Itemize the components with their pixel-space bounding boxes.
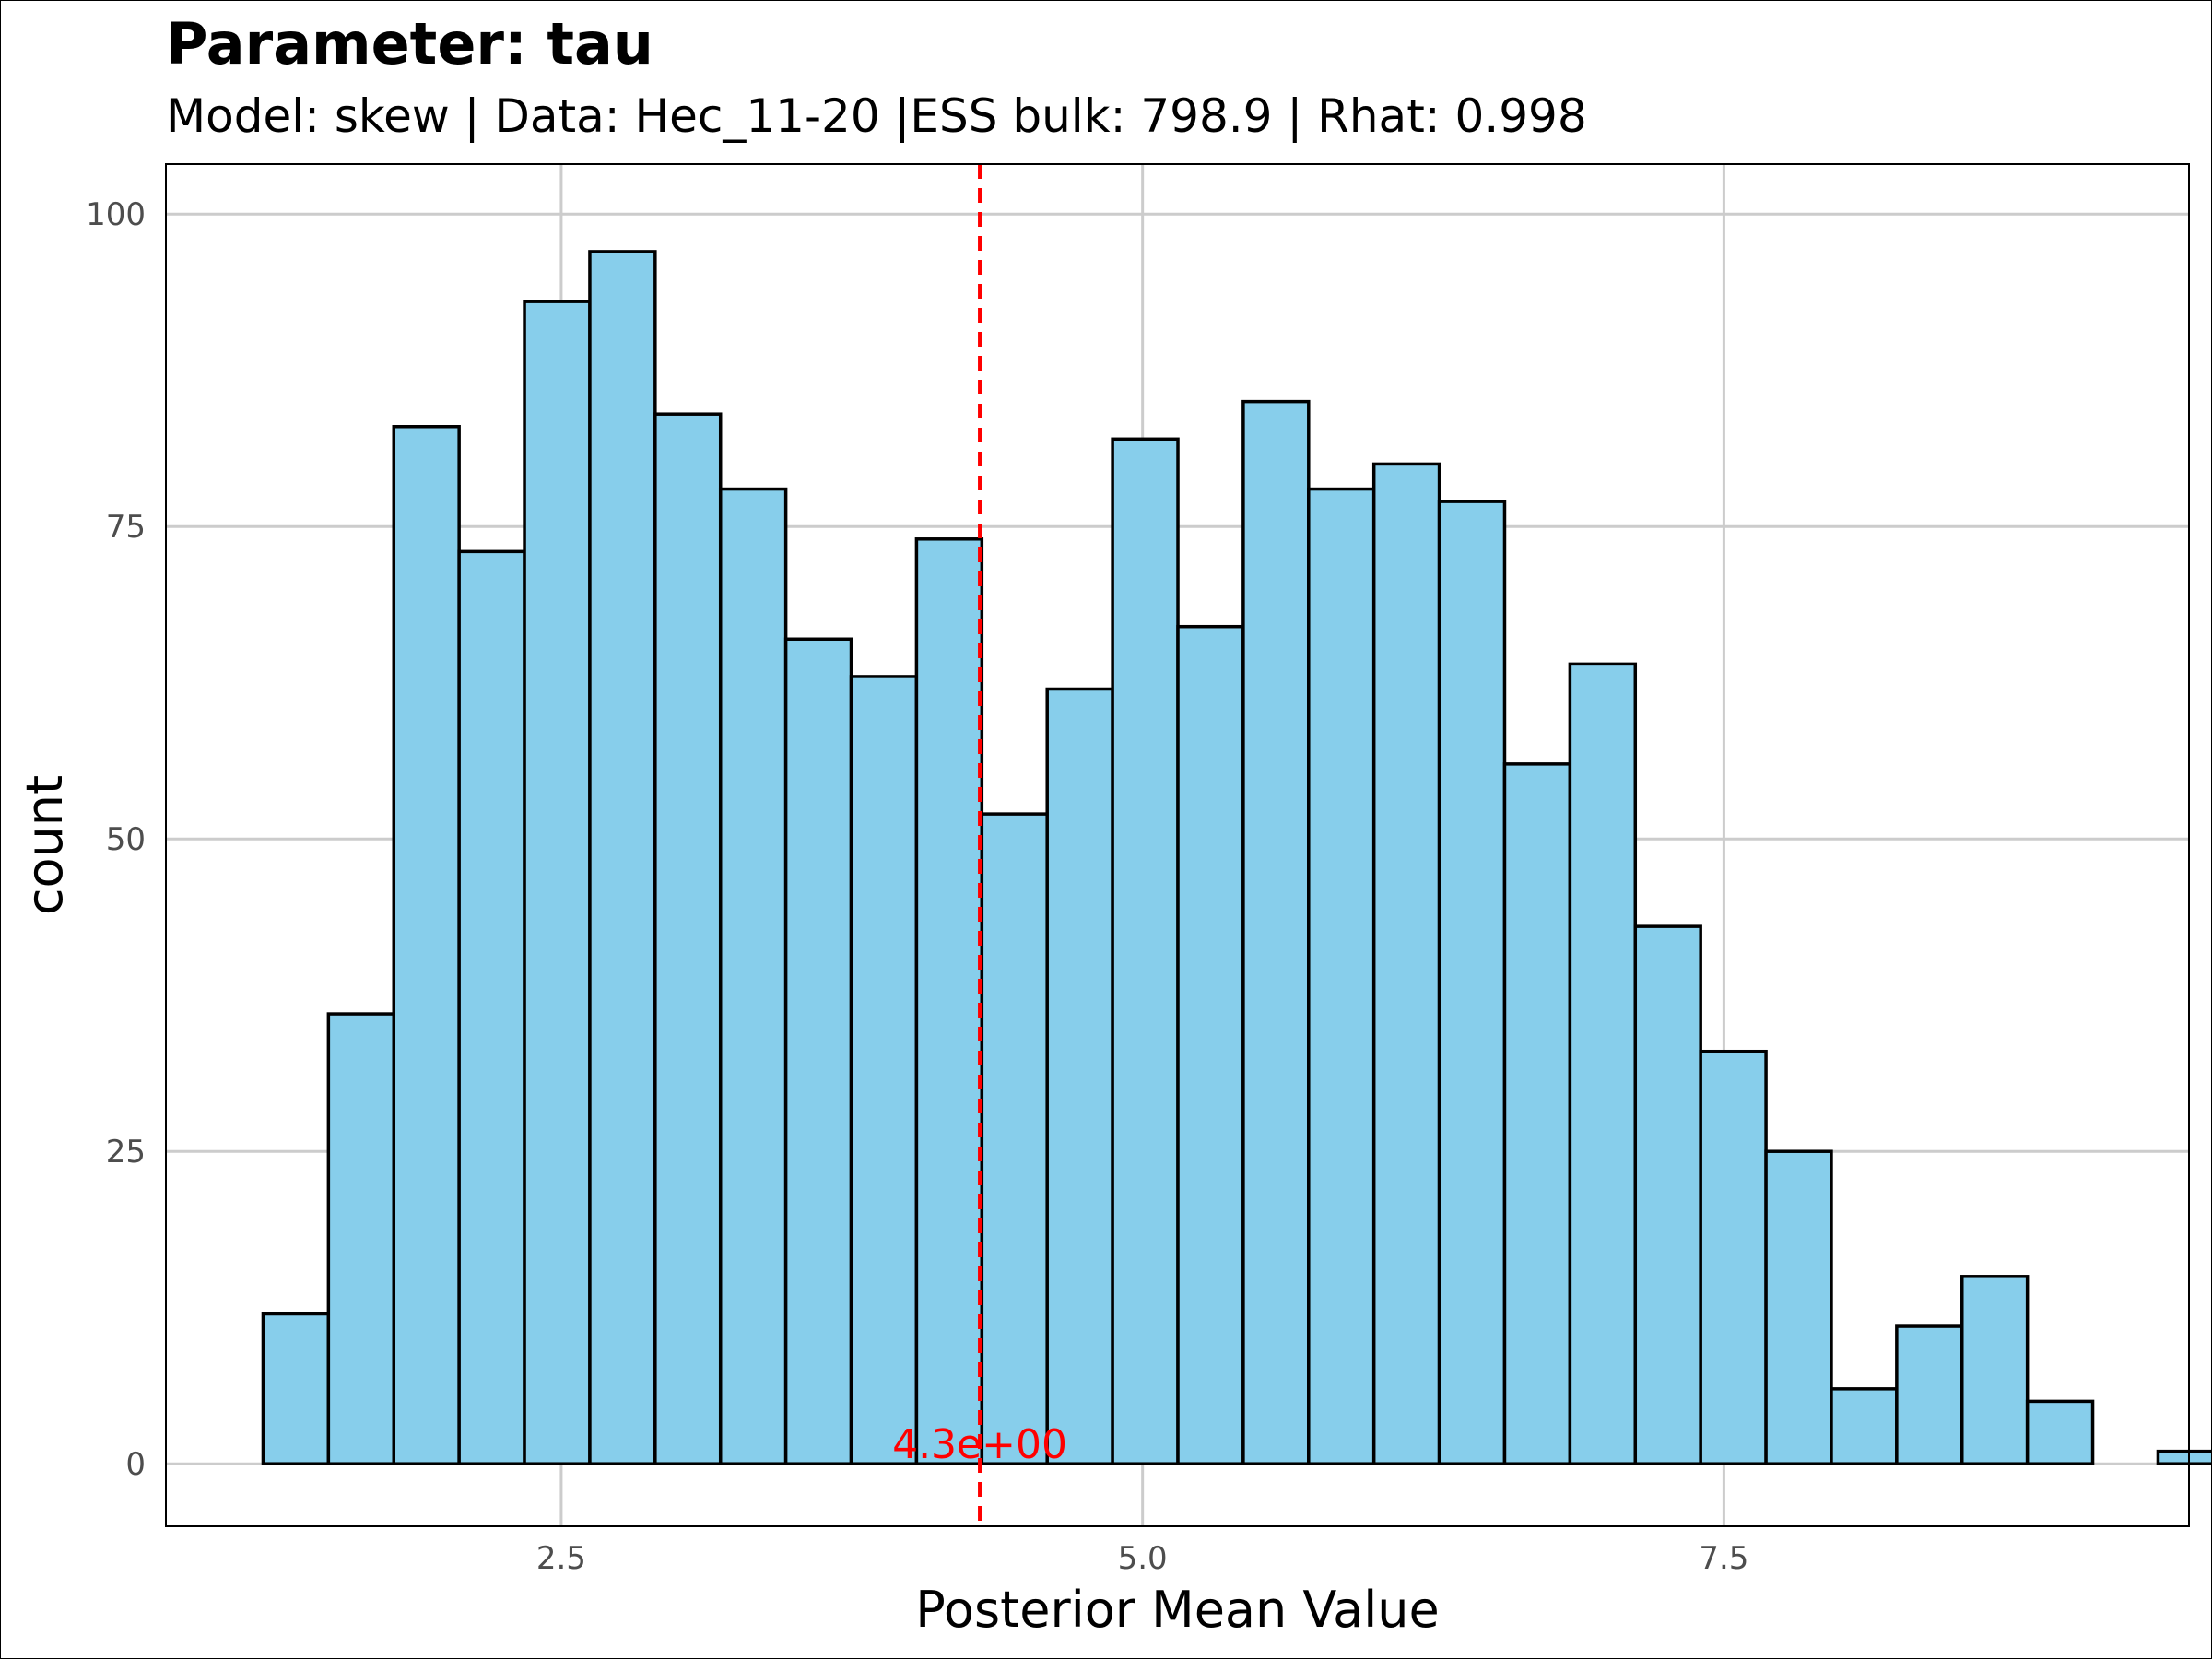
histogram-bar (1830, 1387, 1899, 1465)
histogram-bar (653, 412, 723, 1465)
histogram-bar (1241, 399, 1311, 1465)
y-axis-label: count (16, 775, 74, 915)
histogram-bar (783, 637, 853, 1465)
mean-label: 4.3e+00 (892, 1421, 1067, 1468)
histogram-bar (1895, 1324, 1964, 1465)
y-tick-label: 100 (86, 196, 146, 233)
histogram-bar (849, 675, 919, 1465)
histogram-bar (588, 250, 657, 1465)
x-axis-ticks: 2.5 5.0 7.5 (536, 1540, 1749, 1577)
histogram-bar (914, 537, 984, 1465)
histogram-bar (1111, 437, 1180, 1465)
histogram-bar (523, 300, 592, 1465)
histogram-bar (2156, 1449, 2211, 1465)
histogram-bar (2025, 1399, 2095, 1465)
x-tick-label: 2.5 (536, 1540, 586, 1577)
histogram-bar (1502, 762, 1572, 1465)
chart-title: Parameter: tau (166, 10, 653, 77)
histogram-bar (718, 487, 788, 1465)
histogram-bar (261, 1312, 331, 1465)
histogram-bar (1371, 462, 1441, 1465)
chart-subtitle: Model: skew | Data: Hec_11-20 |ESS bulk:… (166, 89, 1587, 143)
y-tick-label: 50 (106, 821, 146, 858)
histogram-bar (1437, 500, 1507, 1465)
x-axis-label: Posterior Mean Value (915, 1581, 1439, 1639)
y-tick-label: 0 (125, 1446, 146, 1483)
y-tick-label: 25 (106, 1134, 146, 1171)
histogram-bar (1568, 662, 1638, 1465)
histogram-bar (1633, 924, 1702, 1465)
histogram-bar (1699, 1049, 1768, 1465)
histogram-bar (326, 1012, 396, 1465)
histogram-bar (1960, 1275, 2030, 1465)
y-tick-label: 75 (106, 509, 146, 546)
histogram-bars (261, 250, 2211, 1465)
histogram-bar (1307, 487, 1376, 1465)
y-axis-ticks: 0 25 50 75 100 (86, 196, 146, 1483)
plot-panel-border (165, 163, 2190, 1527)
x-tick-label: 7.5 (1699, 1540, 1748, 1577)
mean-marker: 4.3e+00 (892, 164, 1067, 1526)
histogram-bar (1045, 687, 1114, 1465)
x-tick-label: 5.0 (1118, 1540, 1168, 1577)
histogram-bar (1176, 624, 1245, 1465)
histogram-bar (980, 812, 1049, 1465)
histogram-bar (1764, 1149, 1833, 1465)
histogram-bar (457, 549, 526, 1465)
histogram-bar (392, 425, 461, 1465)
